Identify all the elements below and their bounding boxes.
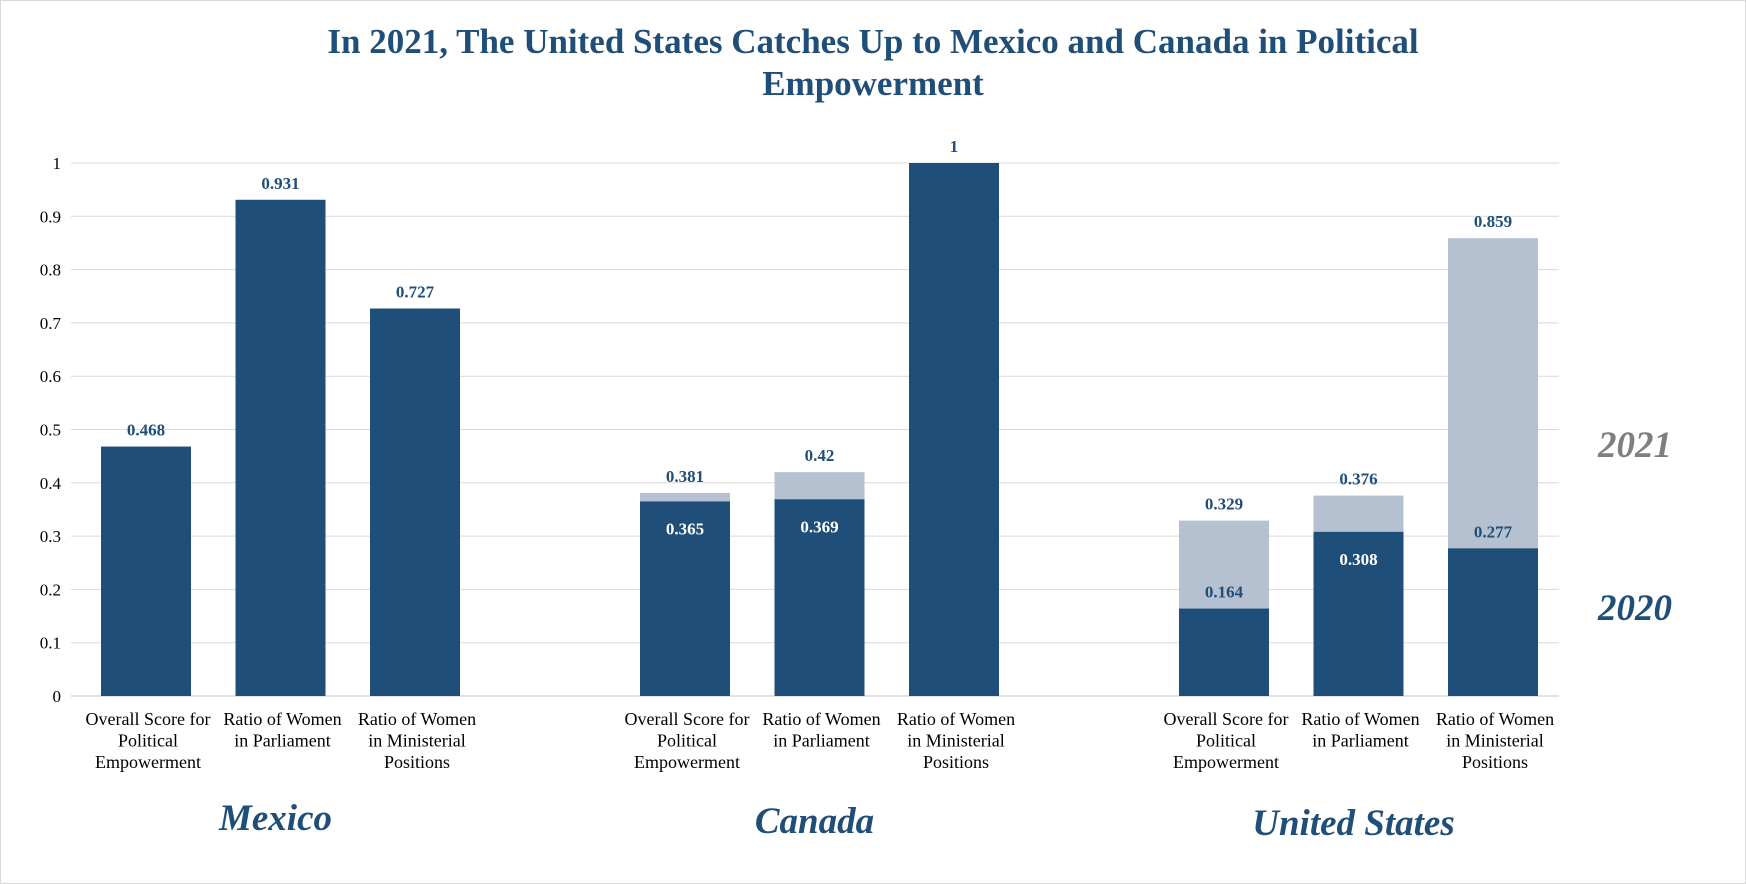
data-label-2020: 0.468: [127, 421, 165, 440]
chart-title-line: In 2021, The United States Catches Up to…: [327, 22, 1418, 61]
category-label: Overall Score for: [1164, 709, 1289, 729]
bar-2020-canada-0: [640, 501, 730, 696]
data-label-2021: 0.42: [805, 446, 835, 465]
y-tick-label: 0.8: [40, 261, 61, 280]
bar-2020-mexico-1: [235, 199, 326, 697]
category-label: Empowerment: [95, 752, 201, 772]
y-tick-label: 0.5: [40, 421, 61, 440]
category-label: in Ministerial: [1446, 731, 1544, 751]
category-label: Ratio of Women: [358, 709, 476, 729]
y-tick-label: 1: [53, 154, 62, 173]
data-label-2021: 0.859: [1474, 212, 1512, 231]
data-label-2020: 0.308: [1339, 550, 1377, 569]
category-label: in Parliament: [1312, 731, 1408, 751]
bar-2020-canada-2: [909, 163, 999, 696]
data-label-2020: 0.365: [666, 519, 704, 538]
country-label: Mexico: [218, 798, 332, 839]
y-tick-label: 0.2: [40, 580, 61, 599]
bar-2020-united-states-2: [1448, 548, 1538, 696]
category-labels: Overall Score forPoliticalEmpowermentRat…: [86, 709, 1555, 772]
bar-2020-united-states-0: [1179, 608, 1269, 696]
category-label: Positions: [384, 752, 450, 772]
category-label: Political: [1196, 731, 1256, 751]
y-tick-label: 0.7: [40, 314, 62, 333]
year-legend: 2021 2020: [1597, 425, 1672, 629]
data-label-2021: 0.381: [666, 467, 704, 486]
category-label: in Parliament: [234, 731, 330, 751]
data-label-2020: 1: [950, 137, 959, 156]
y-tick-label: 0: [53, 687, 62, 706]
y-tick-label: 0.1: [40, 634, 61, 653]
category-label: Ratio of Women: [762, 709, 880, 729]
category-label: in Ministerial: [368, 731, 466, 751]
category-label: Empowerment: [634, 752, 740, 772]
category-label: Overall Score for: [625, 709, 750, 729]
data-labels: 0.468 0.931 0.727 0.381 0.365 0.42 0.369 1 0.329…: [127, 137, 1513, 602]
bars: [101, 163, 1538, 697]
country-label: Canada: [755, 801, 874, 842]
category-label: in Ministerial: [907, 731, 1005, 751]
data-label-2020: 0.369: [800, 517, 838, 536]
category-label: Ratio of Women: [223, 709, 341, 729]
category-label: Political: [657, 731, 717, 751]
category-label: Ratio of Women: [1436, 709, 1554, 729]
data-label-2020: 0.931: [261, 174, 299, 193]
chart-title: In 2021, The United States Catches Up to…: [327, 22, 1418, 103]
y-tick-label: 0.6: [40, 367, 61, 386]
country-labels: Mexico Canada United States: [218, 798, 1455, 844]
bar-2020-mexico-2: [370, 308, 460, 696]
category-label: Overall Score for: [86, 709, 211, 729]
y-tick-label: 0.3: [40, 527, 61, 546]
category-label: Ratio of Women: [1301, 709, 1419, 729]
category-label: Empowerment: [1173, 752, 1279, 772]
bar-2020-mexico-0: [101, 446, 191, 696]
category-label: Political: [118, 731, 178, 751]
legend-2021: 2021: [1597, 425, 1672, 466]
y-tick-label: 0.4: [40, 474, 62, 493]
bar-2020-united-states-1: [1313, 531, 1404, 696]
legend-2020: 2020: [1597, 588, 1672, 629]
data-label-2021: 0.376: [1339, 470, 1377, 489]
data-label-2020: 0.727: [396, 283, 435, 302]
data-label-2021: 0.329: [1205, 495, 1243, 514]
category-label: Ratio of Women: [897, 709, 1015, 729]
data-label-2020: 0.277: [1474, 522, 1513, 541]
chart-title-line: Empowerment: [762, 64, 984, 103]
y-axis-ticks: 0 0.1 0.2 0.3 0.4 0.5 0.6 0.7 0.8 0.9 1: [40, 154, 62, 706]
bar-2020-canada-1: [774, 499, 865, 696]
category-label: in Parliament: [773, 731, 869, 751]
category-label: Positions: [1462, 752, 1528, 772]
y-tick-label: 0.9: [40, 207, 61, 226]
data-label-2020: 0.164: [1205, 583, 1244, 602]
category-label: Positions: [923, 752, 989, 772]
country-label: United States: [1252, 803, 1455, 844]
